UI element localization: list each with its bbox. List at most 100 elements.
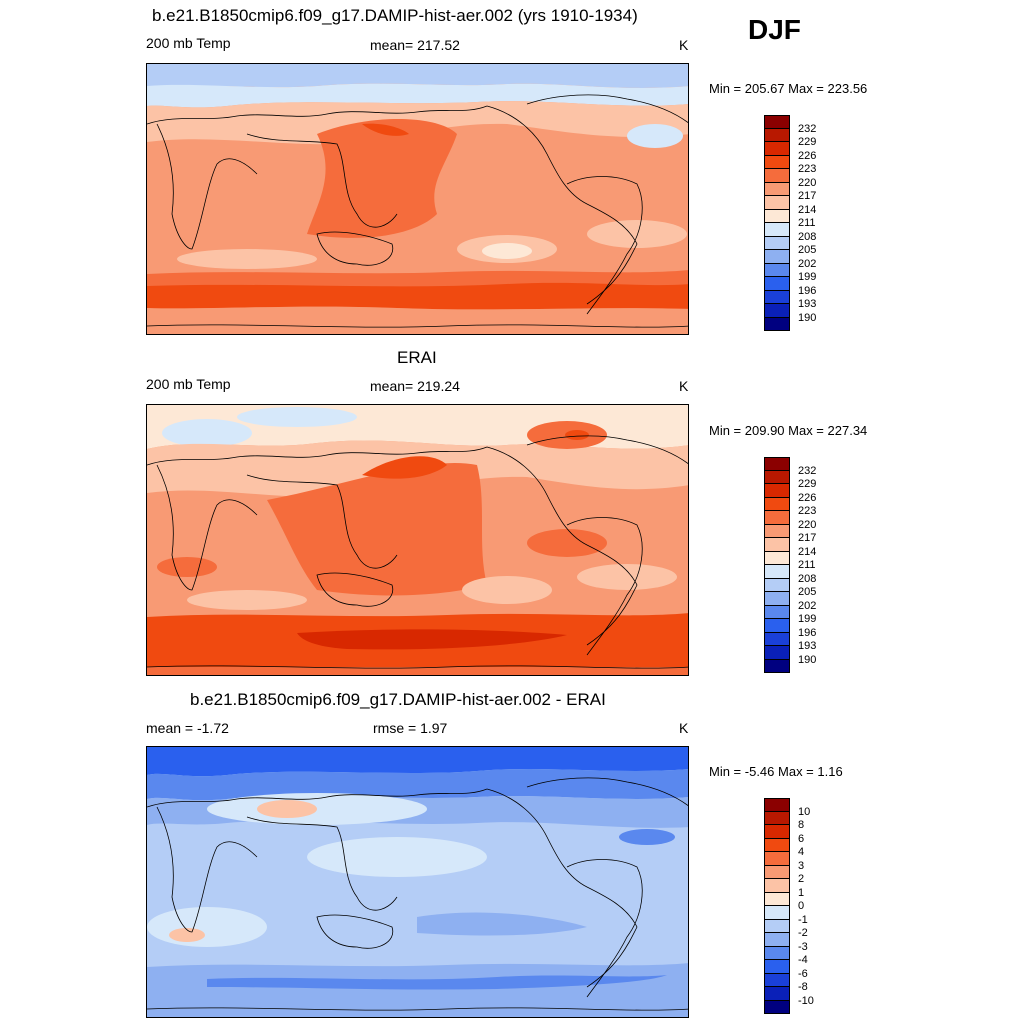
- colorbar-level-label: 220: [798, 518, 817, 531]
- panel-2-mean-label: mean= 219.24: [370, 378, 460, 394]
- colorbar-level-label: 8: [798, 819, 805, 831]
- colorbar-swatch: [764, 565, 790, 579]
- colorbar-level-label: 217: [798, 532, 817, 544]
- colorbar-level-label: 211: [798, 559, 816, 571]
- colorbar-swatch: [764, 825, 790, 839]
- colorbar-level-label: 202: [798, 599, 817, 612]
- colorbar-level-label: 1: [798, 886, 805, 899]
- panel-1-minmax: Min = 205.67 Max = 223.56: [709, 81, 868, 96]
- colorbar-swatch: [764, 933, 790, 947]
- colorbar-swatch: [764, 659, 790, 673]
- panel-2-map: [146, 404, 689, 676]
- colorbar-level-label: 214: [798, 203, 817, 216]
- colorbar-swatch: [764, 115, 790, 129]
- colorbar-level-label: -3: [798, 940, 808, 953]
- colorbar-level-label: 196: [798, 284, 817, 297]
- panel-1-variable-label: 200 mb Temp: [146, 35, 231, 51]
- colorbar-swatch: [764, 524, 790, 538]
- colorbar-level-label: 190: [798, 653, 817, 666]
- colorbar-swatch: [764, 250, 790, 264]
- colorbar-swatch: [764, 906, 790, 920]
- colorbar-swatch: [764, 182, 790, 196]
- panel-3-mean-label: mean = -1.72: [146, 720, 229, 736]
- colorbar-swatch: [764, 223, 790, 237]
- colorbar-level-label: 211: [798, 217, 816, 229]
- colorbar-level-label: 226: [798, 491, 817, 504]
- colorbar-swatch: [764, 1000, 790, 1014]
- panel-2-title: ERAI: [397, 348, 437, 367]
- colorbar-swatch: [764, 865, 790, 879]
- colorbar-swatch: [764, 263, 790, 277]
- colorbar-level-label: 223: [798, 505, 817, 517]
- colorbar-level-label: 232: [798, 122, 817, 135]
- colorbar-swatch: [764, 277, 790, 291]
- colorbar-level-label: 226: [798, 149, 817, 162]
- panel-1-units-label: K: [679, 37, 689, 53]
- colorbar-swatch: [764, 632, 790, 646]
- colorbar-swatch: [764, 592, 790, 606]
- colorbar-level-label: 0: [798, 900, 805, 912]
- colorbar-swatch: [764, 317, 790, 331]
- panel-1-mean-label: mean= 217.52: [370, 37, 460, 53]
- colorbar-swatch: [764, 290, 790, 304]
- colorbar-level-label: -4: [798, 954, 808, 966]
- colorbar-level-label: 205: [798, 586, 817, 598]
- colorbar-swatch: [764, 838, 790, 852]
- panel-2-variable-label: 200 mb Temp: [146, 376, 231, 392]
- colorbar-level-label: -6: [798, 967, 808, 980]
- colorbar-swatch: [764, 497, 790, 511]
- colorbar-level-label: 220: [798, 176, 817, 189]
- panel-3-colorbar: 10 8 6 4 3 2 1 0 -1 -2 -3 -4 -6 -8 -10: [764, 798, 814, 1014]
- colorbar-swatch: [764, 484, 790, 498]
- colorbar-swatch: [764, 155, 790, 169]
- panel-2-minmax: Min = 209.90 Max = 227.34: [709, 423, 868, 438]
- colorbar-swatch: [764, 196, 790, 210]
- season-label: DJF: [748, 14, 801, 45]
- colorbar-level-label: 6: [798, 832, 805, 845]
- colorbar-level-label: 208: [798, 230, 817, 243]
- colorbar-swatch: [764, 973, 790, 987]
- panel-3-rmse-label: rmse = 1.97: [373, 720, 448, 736]
- colorbar-swatch: [764, 169, 790, 183]
- colorbar-swatch: [764, 619, 790, 633]
- colorbar-level-label: 196: [798, 626, 817, 639]
- colorbar-swatch: [764, 470, 790, 484]
- colorbar-level-label: 193: [798, 640, 817, 652]
- colorbar-swatch: [764, 919, 790, 933]
- colorbar-swatch: [764, 128, 790, 142]
- colorbar-level-label: 214: [798, 545, 817, 558]
- colorbar-swatch: [764, 892, 790, 906]
- colorbar-level-label: 190: [798, 311, 817, 324]
- panel-1-map: [146, 63, 689, 335]
- colorbar-swatch: [764, 605, 790, 619]
- colorbar-swatch: [764, 538, 790, 552]
- panel-3-map: [146, 746, 689, 1018]
- colorbar-swatch: [764, 511, 790, 525]
- colorbar-swatch: [764, 811, 790, 825]
- colorbar-level-label: -10: [798, 994, 814, 1007]
- colorbar-swatch: [764, 551, 790, 565]
- panel-3-minmax: Min = -5.46 Max = 1.16: [709, 764, 843, 779]
- colorbar-swatch: [764, 960, 790, 974]
- colorbar-level-label: 232: [798, 464, 817, 477]
- colorbar-level-label: 208: [798, 572, 817, 585]
- colorbar-level-label: 217: [798, 190, 817, 202]
- colorbar-swatch: [764, 646, 790, 660]
- colorbar-level-label: 202: [798, 257, 817, 270]
- colorbar-swatch: [764, 852, 790, 866]
- colorbar-level-label: 205: [798, 244, 817, 256]
- colorbar-level-label: -8: [798, 981, 808, 993]
- panel-3-title: b.e21.B1850cmip6.f09_g17.DAMIP-hist-aer.…: [190, 690, 606, 709]
- colorbar-level-label: 193: [798, 298, 817, 310]
- panel-1-colorbar: 232 229 226 223 220 217 214 211 208 205 202 199 196 1…: [764, 115, 816, 331]
- colorbar-level-label: 3: [798, 859, 805, 872]
- panel-1-title: b.e21.B1850cmip6.f09_g17.DAMIP-hist-aer.…: [152, 6, 638, 25]
- panel-3-units-label: K: [679, 720, 689, 736]
- colorbar-swatch: [764, 209, 790, 223]
- colorbar-level-label: 199: [798, 271, 817, 283]
- panel-2-units-label: K: [679, 378, 689, 394]
- colorbar-level-label: 229: [798, 478, 817, 490]
- colorbar-swatch: [764, 457, 790, 471]
- colorbar-level-label: -2: [798, 927, 808, 939]
- colorbar-level-label: 223: [798, 163, 817, 175]
